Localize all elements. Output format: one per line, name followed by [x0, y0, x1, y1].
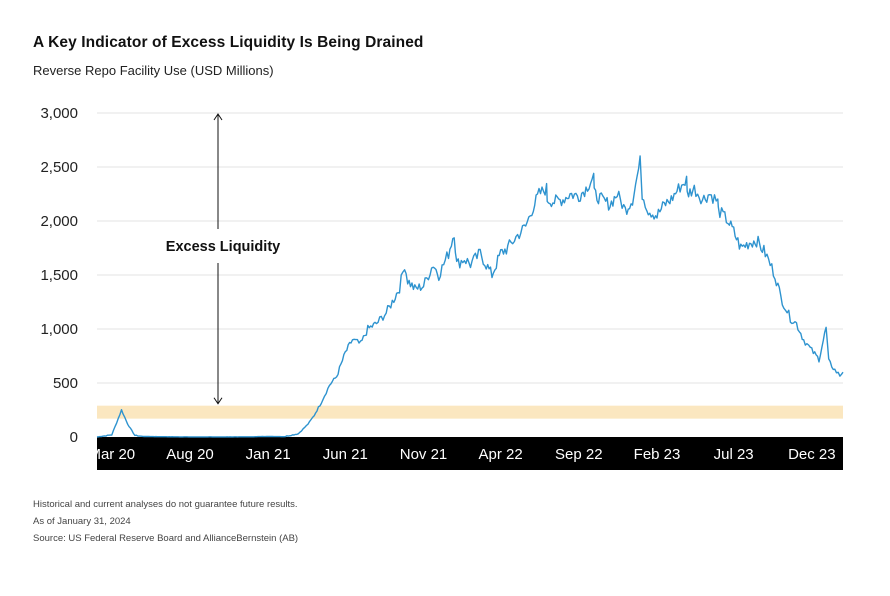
arrow-up-head-icon: [213, 113, 223, 121]
baseline-band: [97, 405, 843, 419]
footnote-source: Source: US Federal Reserve Board and All…: [33, 533, 299, 544]
annotation-label: Excess Liquidity: [166, 239, 280, 255]
chart-title: A Key Indicator of Excess Liquidity Is B…: [33, 34, 424, 51]
x-tick-label: Jun 21: [323, 446, 368, 463]
x-axis-bar: [97, 437, 843, 470]
y-axis: 0 500 1,000 1,500 2,000 2,500 3,000: [40, 105, 78, 446]
footnote-disclaimer: Historical and current analyses do not g…: [33, 499, 298, 510]
y-tick-label: 2,500: [40, 159, 78, 176]
y-tick-label: 1,500: [40, 267, 78, 284]
chart-subtitle: Reverse Repo Facility Use (USD Millions): [33, 63, 274, 78]
footnote-date: As of January 31, 2024: [33, 516, 131, 527]
x-tick-label: Apr 22: [479, 446, 523, 463]
y-tick-label: 2,000: [40, 213, 78, 230]
x-tick-label: Mar 20: [88, 446, 135, 463]
arrow-down-head-icon: [213, 397, 223, 405]
excess-liquidity-annotation: Excess Liquidity: [166, 113, 280, 405]
x-axis: Mar 20 Aug 20 Jan 21 Jun 21 Nov 21 Apr 22 Sep …: [88, 446, 835, 463]
x-tick-label: Jan 21: [246, 446, 291, 463]
y-tick-label: 1,000: [40, 321, 78, 338]
grid: [97, 112, 843, 384]
series-line: [96, 155, 844, 438]
x-tick-label: Aug 20: [166, 446, 214, 463]
x-tick-label: Feb 23: [634, 446, 681, 463]
x-tick-label: Jul 23: [714, 446, 754, 463]
y-tick-label: 3,000: [40, 105, 78, 122]
x-tick-label: Nov 21: [400, 446, 448, 463]
y-tick-label: 0: [70, 429, 78, 446]
x-tick-label: Dec 23: [788, 446, 836, 463]
x-tick-label: Sep 22: [555, 446, 603, 463]
y-tick-label: 500: [53, 375, 78, 392]
